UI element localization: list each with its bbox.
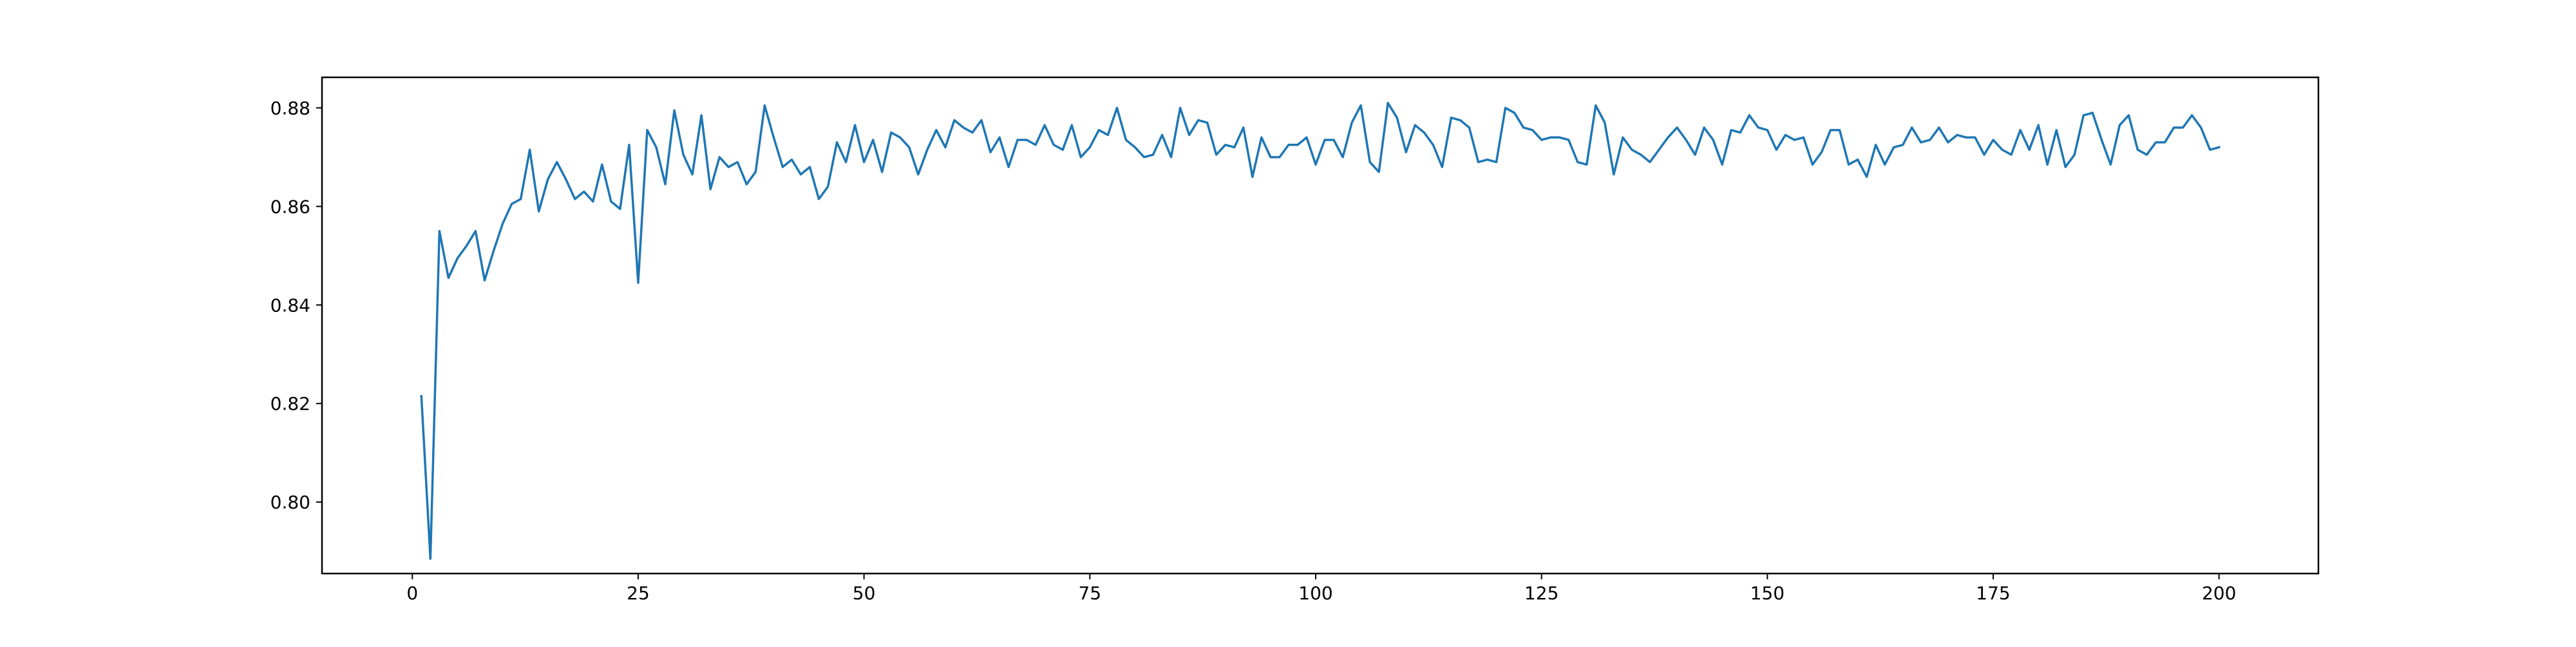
x-tick-label: 150: [1750, 583, 1785, 604]
y-tick-label: 0.88: [270, 97, 310, 119]
y-tick-label: 0.84: [270, 295, 310, 316]
x-tick-label: 100: [1298, 583, 1332, 604]
y-tick-label: 0.86: [270, 196, 310, 217]
x-tick-label: 25: [627, 583, 650, 604]
x-tick-label: 200: [2202, 583, 2236, 604]
y-tick-label: 0.82: [270, 393, 310, 414]
y-axis: 0.80 0.82 0.84 0.86 0.88: [270, 97, 322, 513]
series-line-series-1: [420, 102, 2221, 560]
x-tick-label: 75: [1078, 583, 1101, 604]
x-tick-label: 125: [1524, 583, 1558, 604]
x-tick-label: 0: [406, 583, 418, 604]
x-axis: 0 25 50 75 100 125 150 175 200: [406, 574, 2236, 604]
plot-frame: [321, 76, 2320, 575]
x-tick-label: 175: [1976, 583, 2010, 604]
x-tick-label: 50: [853, 583, 876, 604]
y-tick-label: 0.80: [270, 492, 310, 513]
series-layer: [420, 102, 2221, 560]
